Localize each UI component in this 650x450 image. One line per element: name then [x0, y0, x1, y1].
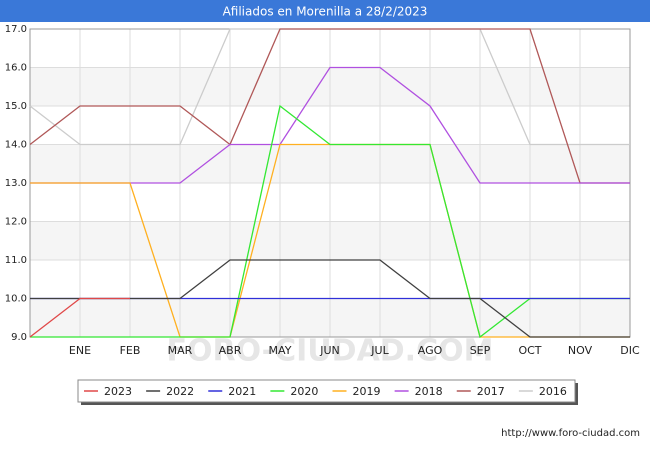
x-tick-label: JUL	[370, 344, 389, 357]
x-tick-label: ABR	[219, 344, 242, 357]
legend-label: 2017	[477, 385, 505, 398]
y-tick-label: 13.0	[5, 178, 27, 189]
legend-label: 2018	[415, 385, 443, 398]
watermark: FORO-CIUDAD.COM	[167, 334, 494, 369]
legend-label: 2021	[228, 385, 256, 398]
y-tick-label: 14.0	[5, 140, 27, 151]
y-tick-label: 17.0	[5, 24, 27, 35]
source: http://www.foro-ciudad.com	[501, 428, 640, 439]
x-tick-label: NOV	[568, 344, 593, 357]
y-tick-label: 12.0	[5, 217, 27, 228]
series-line	[29, 297, 130, 338]
y-tick-label: 16.0	[5, 63, 27, 74]
chart-title: Afiliados en Morenilla a 28/2/2023	[223, 5, 428, 19]
x-tick-label: OCT	[518, 344, 541, 357]
x-tick-label: JUN	[319, 344, 340, 357]
legend-label: 2023	[104, 385, 132, 398]
y-tick-label: 9.0	[11, 332, 27, 343]
title-bar	[0, 0, 650, 22]
x-tick-label: DIC	[620, 344, 640, 357]
legend-label: 2020	[290, 385, 318, 398]
legend-label: 2019	[353, 385, 381, 398]
x-tick-label: SEP	[470, 344, 491, 357]
legend-label: 2016	[539, 385, 567, 398]
x-tick-label: AGO	[418, 344, 443, 357]
y-tick-label: 11.0	[5, 255, 27, 266]
legend-label: 2022	[166, 385, 194, 398]
y-tick-label: 15.0	[5, 101, 27, 112]
x-tick-label: MAY	[269, 344, 292, 357]
x-tick-label: MAR	[168, 344, 193, 357]
x-tick-label: ENE	[69, 344, 91, 357]
y-tick-label: 10.0	[5, 294, 27, 305]
legend-box	[77, 379, 576, 403]
x-tick-label: FEB	[120, 344, 141, 357]
series-line	[29, 28, 630, 184]
